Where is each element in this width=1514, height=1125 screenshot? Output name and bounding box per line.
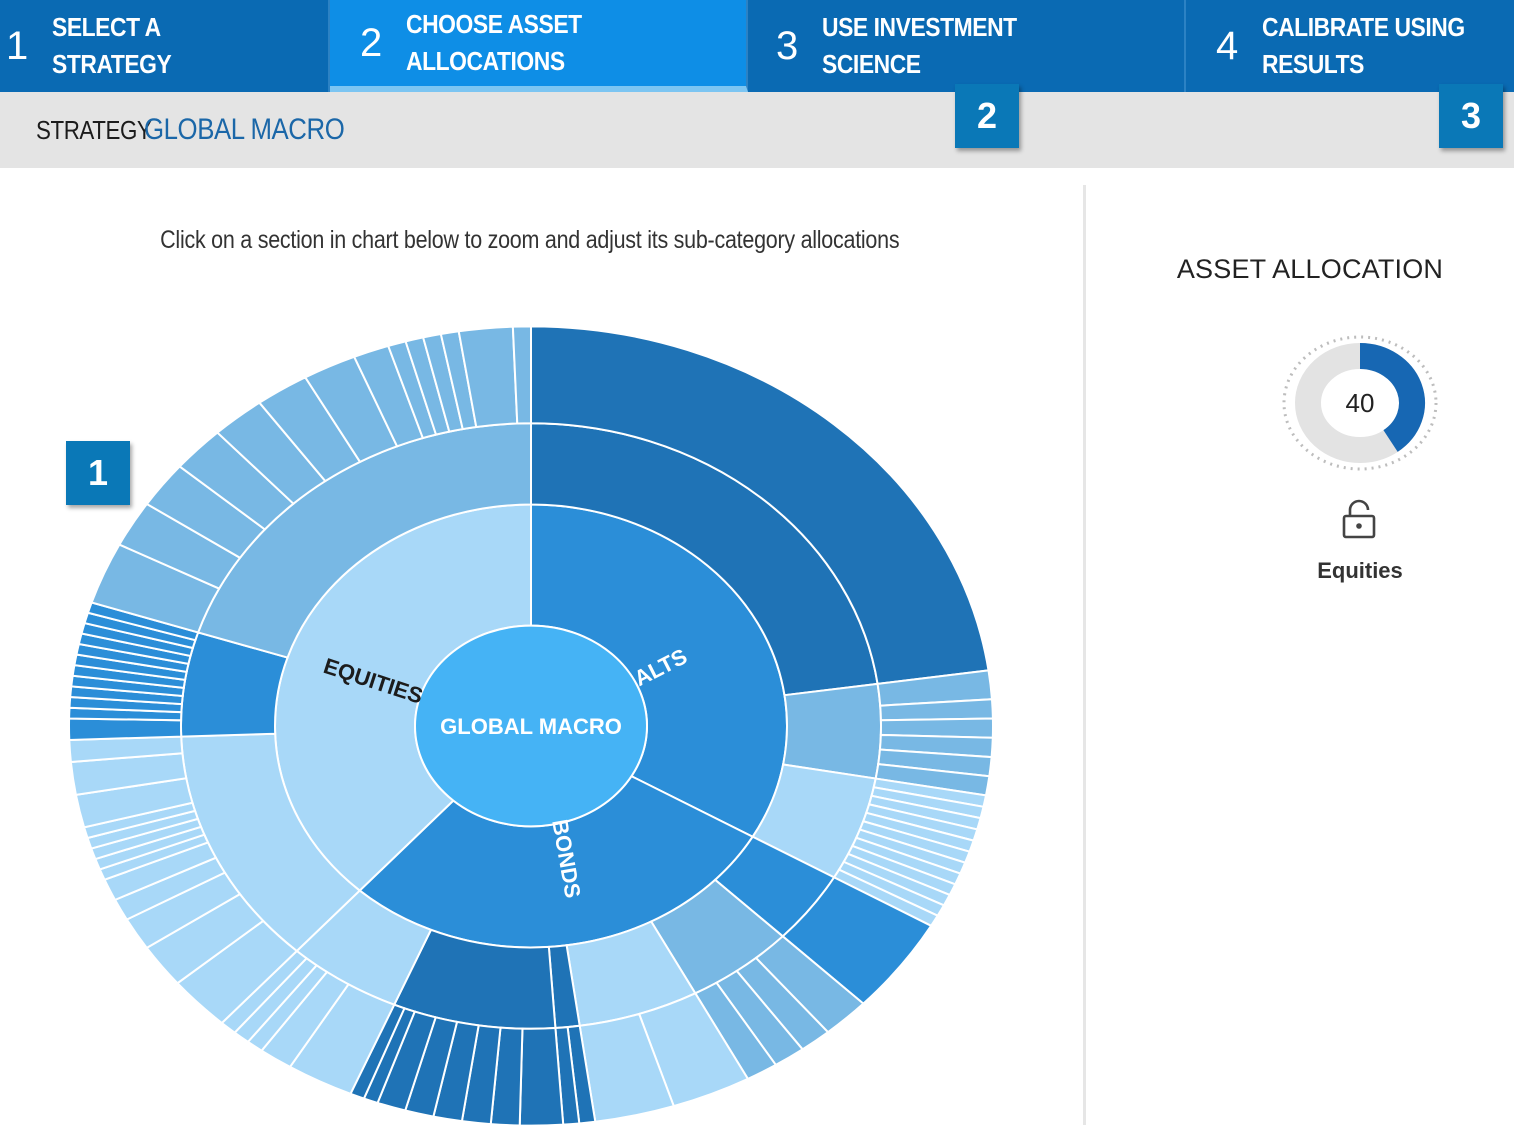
allocation-gauge[interactable]: 40 bbox=[1275, 328, 1445, 478]
step-number: 4 bbox=[1216, 23, 1239, 68]
step-label: CHOOSE ASSET ALLOCATIONS bbox=[406, 9, 582, 76]
step-label: USE INVESTMENT SCIENCE bbox=[822, 12, 1017, 79]
panel-divider bbox=[1083, 185, 1086, 1125]
callout-badge-2: 2 bbox=[955, 84, 1019, 148]
step-calibrate-using-results[interactable]: 4 CALIBRATE USING RESULTS bbox=[1186, 0, 1514, 92]
step-use-investment-science[interactable]: 3 USE INVESTMENT SCIENCE bbox=[748, 0, 1186, 92]
gauge-value: 40 bbox=[1346, 388, 1375, 418]
step-select-strategy[interactable]: 1 SELECT A STRATEGY bbox=[0, 0, 330, 92]
step-label: CALIBRATE USING RESULTS bbox=[1262, 12, 1465, 79]
step-number: 2 bbox=[360, 20, 383, 65]
step-number: 1 bbox=[6, 23, 29, 68]
unlock-icon[interactable] bbox=[1339, 499, 1379, 541]
callout-badge-3: 3 bbox=[1439, 84, 1503, 148]
gauge-dotted-ring bbox=[1282, 335, 1438, 471]
sunburst-leaf[interactable] bbox=[511, 325, 532, 425]
sunburst-center-segment[interactable] bbox=[414, 624, 648, 828]
step-navigation: 1 SELECT A STRATEGY 2 CHOOSE ASSET ALLOC… bbox=[0, 0, 1514, 92]
gauge-center bbox=[1330, 376, 1390, 430]
allocation-category-label: Equities bbox=[1317, 558, 1403, 583]
chart-instruction: Click on a section in chart below to zoo… bbox=[40, 226, 1020, 255]
gauge-fill bbox=[1359, 343, 1425, 452]
step-choose-asset-allocations[interactable]: 2 CHOOSE ASSET ALLOCATIONS bbox=[330, 0, 748, 92]
sunburst-center-label: GLOBAL MACRO bbox=[440, 714, 622, 739]
sunburst-leaf[interactable] bbox=[518, 1026, 565, 1125]
asset-allocation-title: ASSET ALLOCATION bbox=[1176, 254, 1444, 284]
strategy-label: STRATEGY bbox=[36, 114, 152, 145]
sunburst-leaf[interactable] bbox=[68, 717, 183, 741]
step-number: 3 bbox=[776, 23, 799, 68]
chart-instruction-text: Click on a section in chart below to zoo… bbox=[160, 226, 900, 254]
strategy-bar: STRATEGY GLOBAL MACRO bbox=[0, 92, 1514, 168]
step-label: SELECT A STRATEGY bbox=[52, 12, 172, 79]
callout-badge-1: 1 bbox=[66, 441, 130, 505]
sunburst-subsegment[interactable] bbox=[781, 682, 882, 780]
strategy-value: GLOBAL MACRO bbox=[144, 113, 345, 146]
